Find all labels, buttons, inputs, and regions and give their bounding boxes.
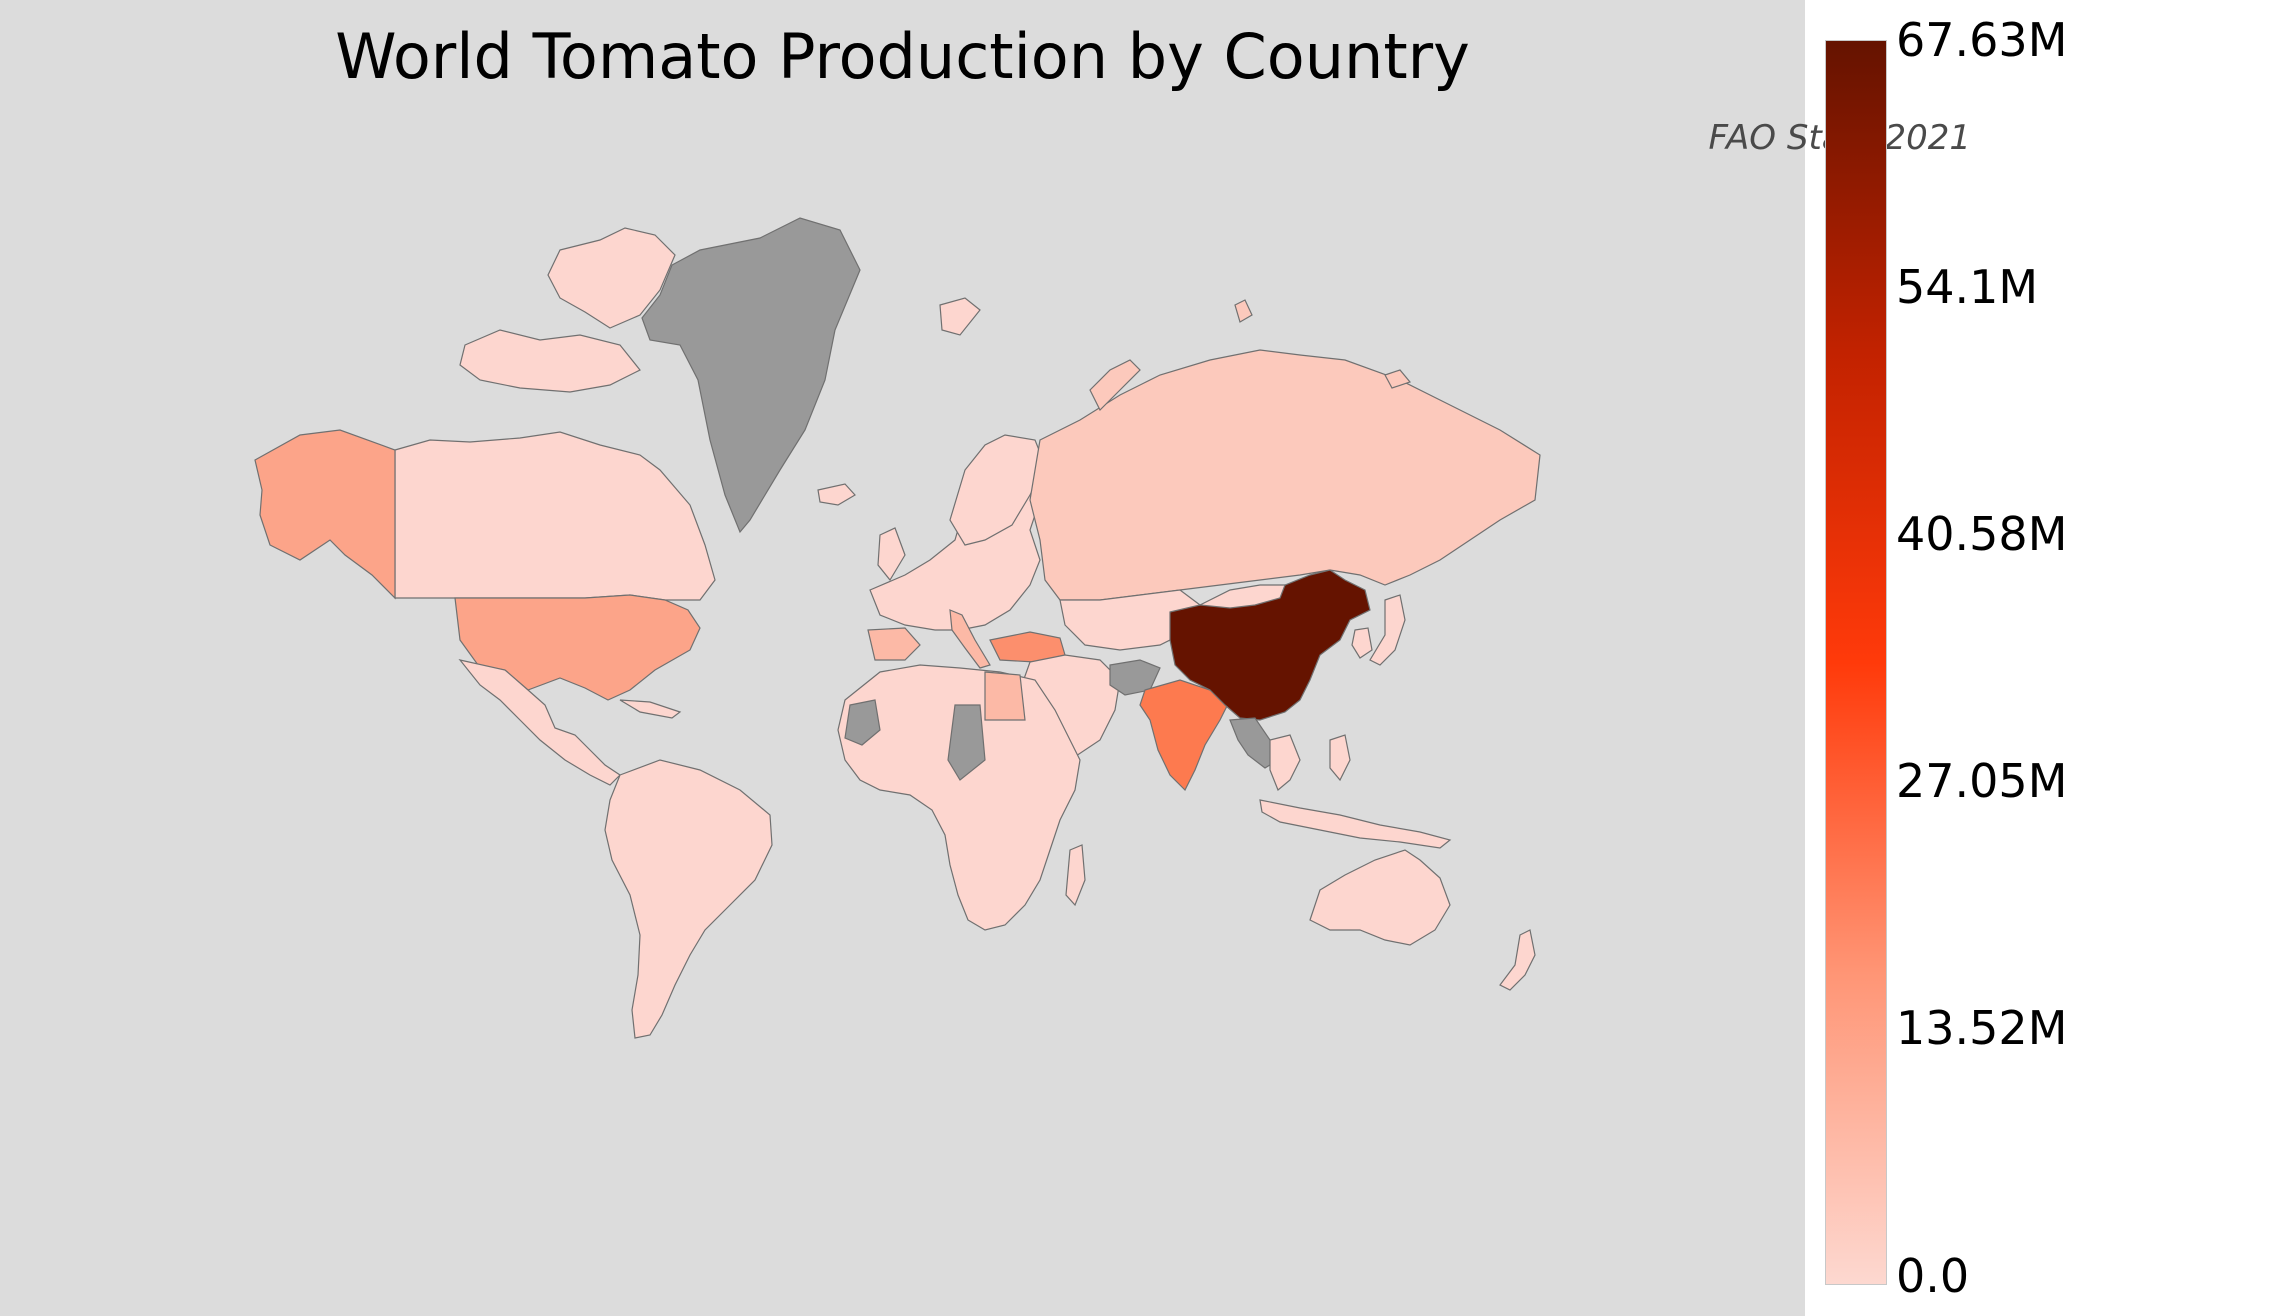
country-indonesia (1259, 799, 1452, 849)
country-south-america (604, 759, 773, 1039)
country-madagascar (1065, 844, 1086, 907)
colorbar-tick-label: 54.1M (1896, 260, 2039, 314)
country-japan (1369, 594, 1406, 666)
colorbar-tick-label: 67.63M (1896, 13, 2068, 67)
country-cuba (619, 699, 682, 719)
colorbar-tick-label: 40.58M (1896, 507, 2068, 561)
colorbar (1825, 40, 1887, 1285)
country-iceland (817, 483, 856, 506)
map-title: World Tomato Production by Country (335, 20, 1470, 93)
country-egypt (984, 671, 1026, 721)
country-new-zealand (1499, 929, 1536, 991)
country-spain (867, 627, 921, 661)
country-alaska (254, 429, 396, 600)
country-australia (1309, 849, 1451, 946)
country-se-asia (1269, 734, 1301, 791)
country-canada-islands (547, 227, 676, 329)
country-greenland (641, 217, 861, 534)
country-canada-islands-2 (459, 329, 641, 393)
country-korea (1351, 627, 1373, 659)
country-africa-nodata-2 (947, 704, 986, 781)
colorbar-tick-label: 13.52M (1896, 1001, 2068, 1055)
country-uk (877, 527, 906, 582)
country-svalbard (939, 297, 981, 336)
country-canada (394, 431, 716, 601)
country-philippines (1329, 734, 1351, 782)
country-russia-arctic-island-2 (1384, 369, 1412, 389)
country-russia-islands (1089, 359, 1141, 412)
country-russia-arctic-island (1234, 299, 1253, 323)
world-map (254, 217, 1541, 1039)
country-africa-nodata-1 (844, 699, 881, 746)
colorbar-tick-label: 0.0 (1896, 1249, 1970, 1303)
country-italy (949, 609, 991, 669)
country-mongolia (1197, 584, 1286, 609)
colorbar-tick-label: 27.05M (1896, 754, 2068, 808)
